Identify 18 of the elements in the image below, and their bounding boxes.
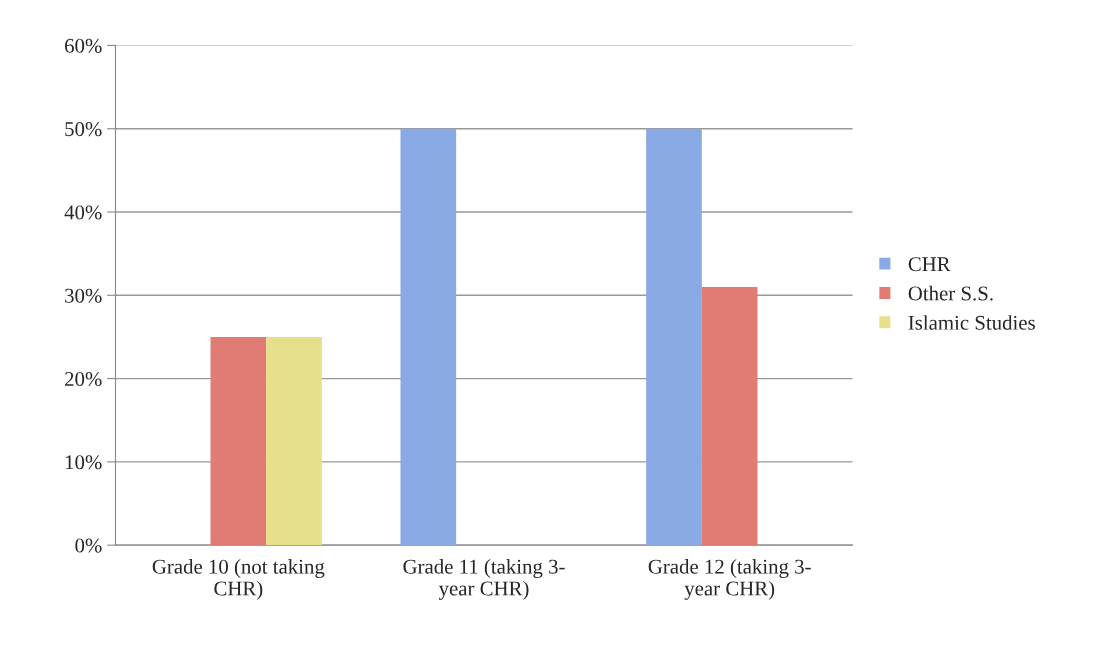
legend-label: Other S.S. — [908, 285, 993, 301]
x-tick-label: Grade 11 (taking 3- year CHR) — [403, 559, 565, 600]
x-tick-label: Grade 12 (taking 3- year CHR) — [648, 559, 811, 600]
y-tick-label: 50% — [65, 122, 102, 137]
y-tick-label: 0% — [75, 538, 102, 553]
bar — [400, 128, 457, 546]
y-tick-label: 60% — [65, 38, 102, 53]
legend-label: Islamic Studies — [908, 315, 1035, 330]
bar — [210, 336, 267, 546]
x-tick-label: Grade 10 (not taking CHR) — [152, 559, 325, 600]
y-tick-label: 20% — [65, 371, 102, 387]
y-tick-label: 10% — [65, 455, 102, 470]
bar — [701, 286, 758, 546]
y-tick-label: 40% — [64, 205, 102, 220]
legend-label: CHR — [908, 257, 951, 272]
bar — [266, 336, 322, 546]
y-tick-label: 30% — [65, 288, 102, 303]
bar — [646, 128, 702, 546]
